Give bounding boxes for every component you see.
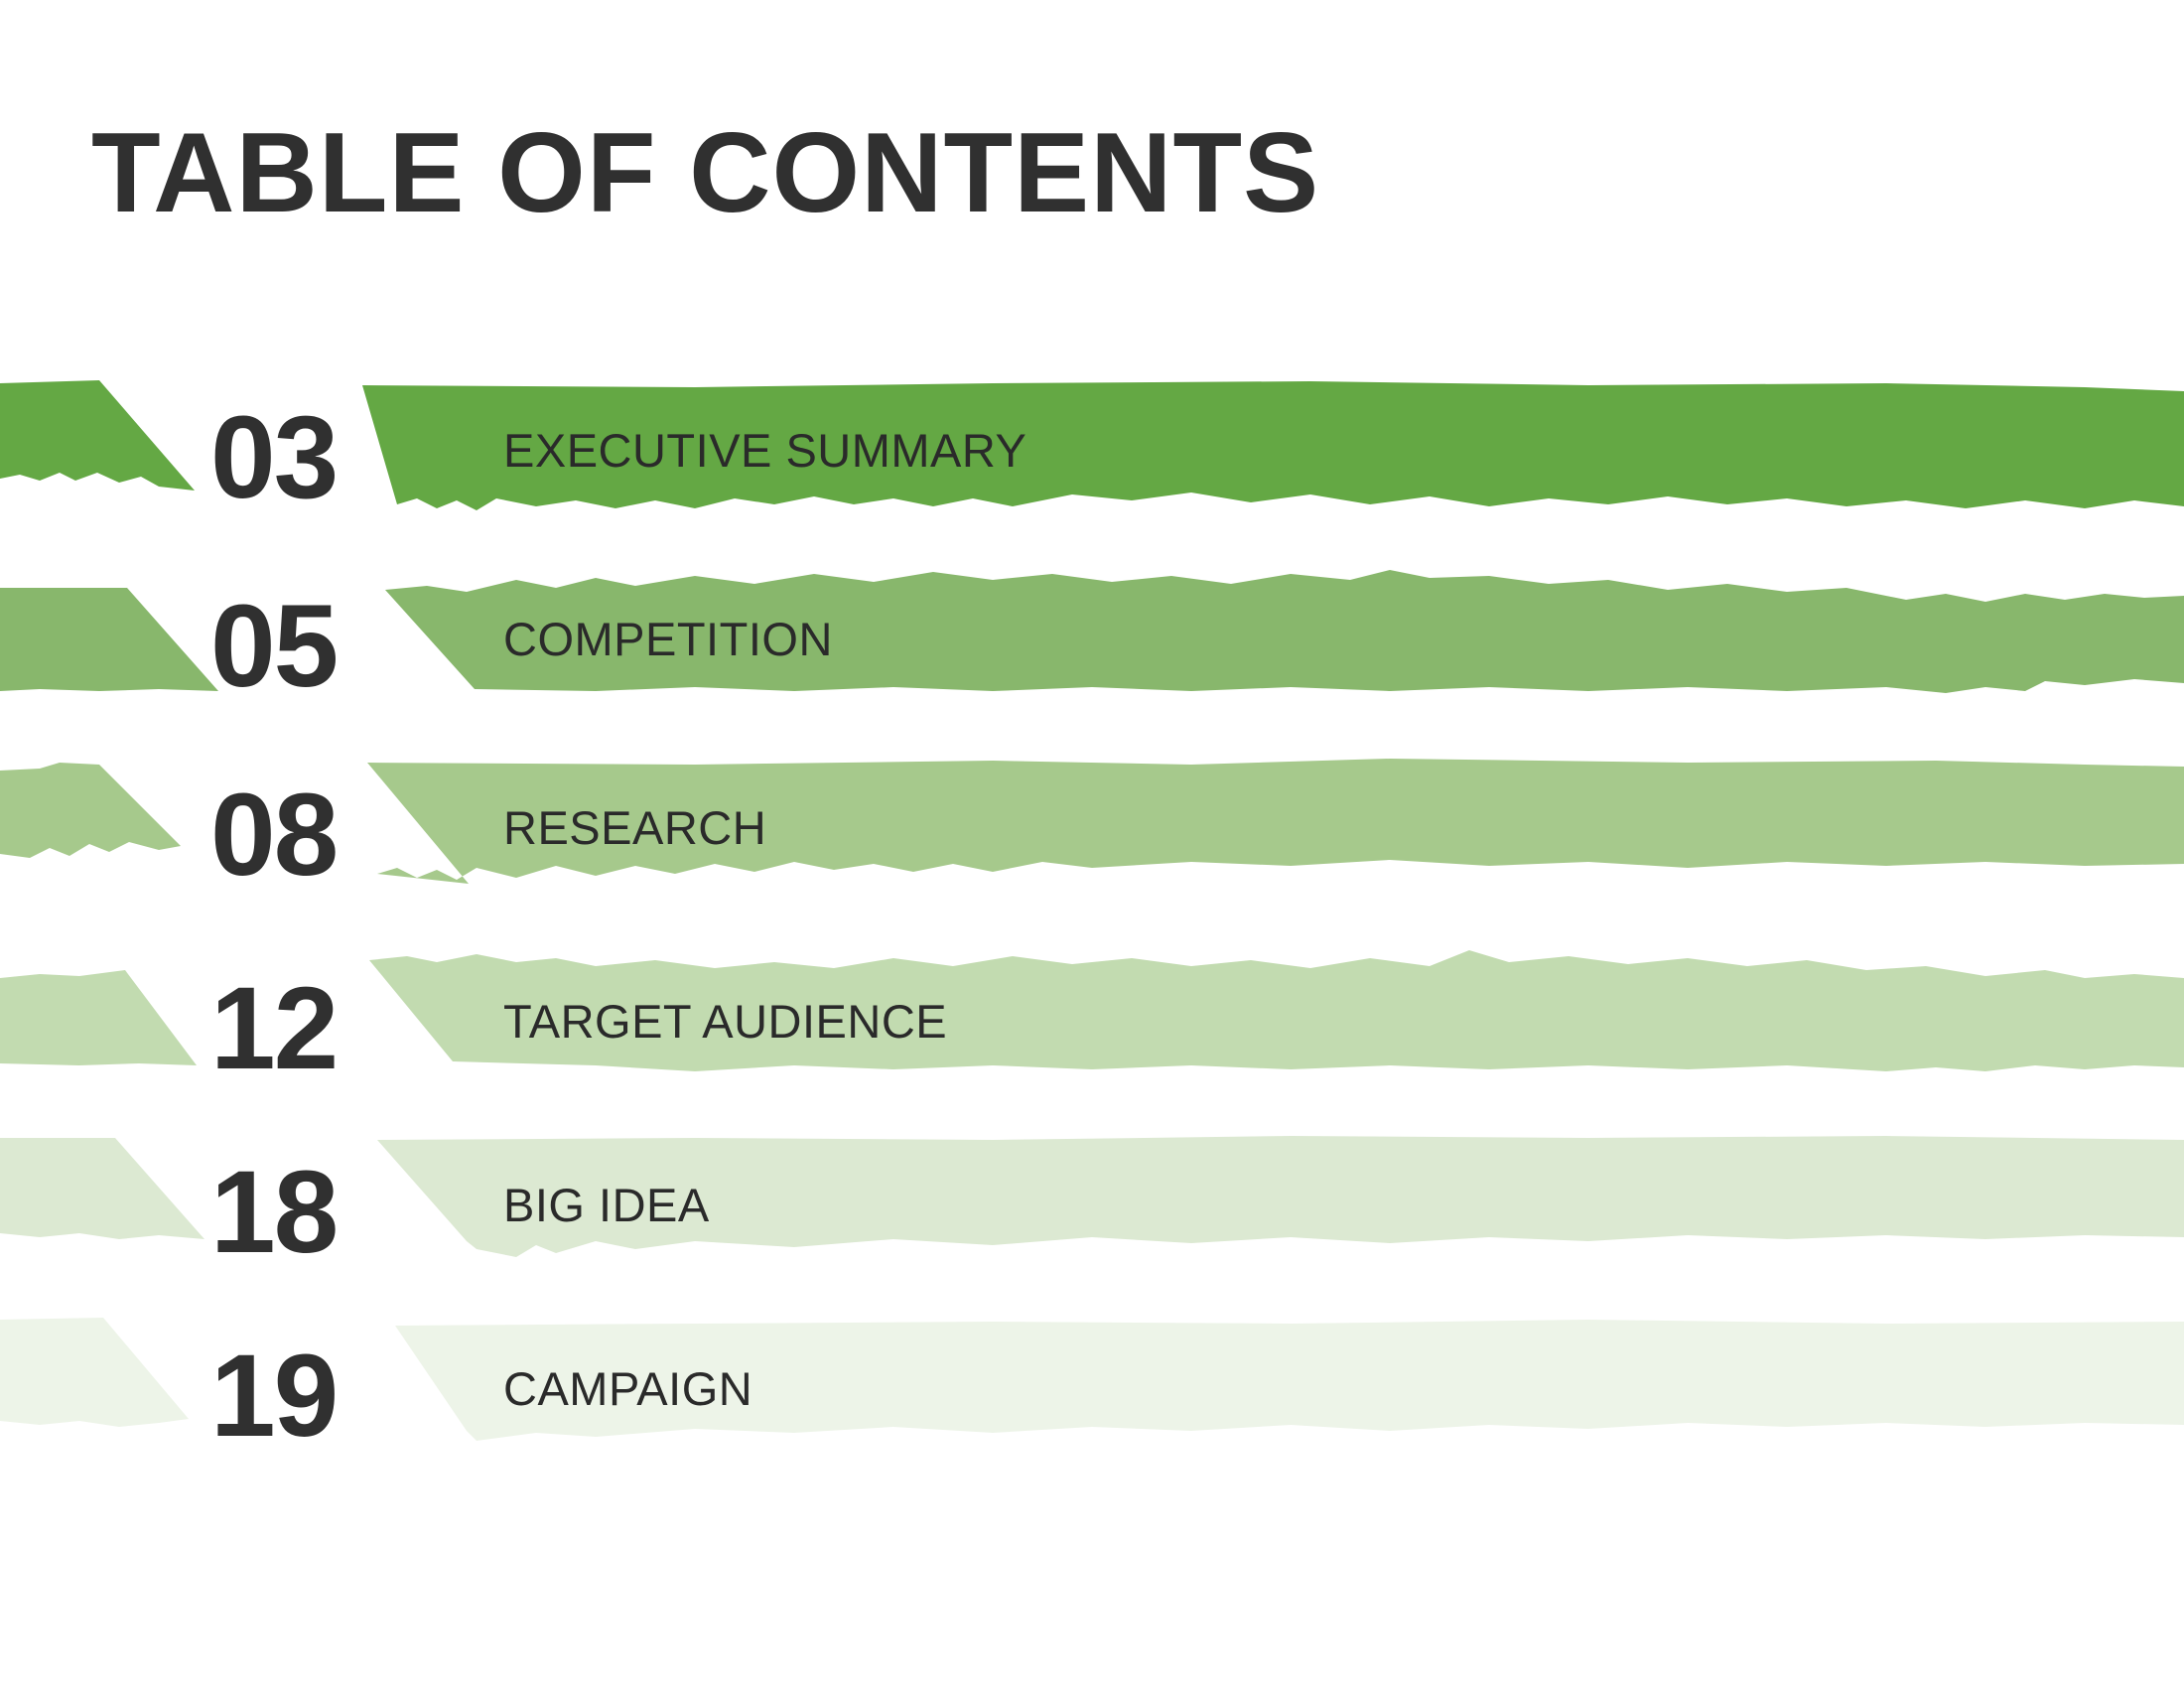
toc-page-number: 18 bbox=[210, 1147, 339, 1278]
toc-entry-label: EXECUTIVE SUMMARY bbox=[503, 424, 1027, 477]
brush-stripe-left bbox=[0, 1318, 2184, 1441]
toc-entry-campaign[interactable]: 19 CAMPAIGN bbox=[0, 1316, 2184, 1465]
toc-page-number: 03 bbox=[210, 392, 339, 523]
toc-entry-label: RESEARCH bbox=[503, 801, 767, 854]
brush-stripe-left bbox=[0, 759, 2184, 884]
toc-entry-label: COMPETITION bbox=[503, 613, 833, 665]
brush-stripe-left bbox=[0, 570, 2184, 693]
brush-stripe-right bbox=[377, 1136, 2184, 1257]
brush-stripe-right bbox=[362, 381, 2184, 510]
brush-stripe-right bbox=[395, 1320, 2184, 1441]
toc-page-number: 12 bbox=[210, 963, 339, 1094]
toc-page-number: 08 bbox=[210, 770, 339, 901]
brush-stripe-left bbox=[0, 1136, 2184, 1257]
brush-stripe-right bbox=[385, 570, 2184, 693]
page-title: TABLE OF CONTENTS bbox=[91, 110, 1320, 236]
toc-entry-executive-summary[interactable]: 03 EXECUTIVE SUMMARY bbox=[0, 377, 2184, 526]
toc-entry-big-idea[interactable]: 18 BIG IDEA bbox=[0, 1132, 2184, 1281]
toc-entry-label: BIG IDEA bbox=[503, 1179, 710, 1231]
toc-entry-research[interactable]: 08 RESEARCH bbox=[0, 755, 2184, 904]
brush-stripe-left bbox=[0, 380, 2184, 510]
brush-stripe-left bbox=[0, 950, 2184, 1071]
toc-page-number: 19 bbox=[210, 1331, 339, 1462]
toc-entry-label: TARGET AUDIENCE bbox=[503, 995, 948, 1048]
brush-stripe-right bbox=[367, 759, 2184, 884]
toc-page-number: 05 bbox=[210, 581, 339, 712]
brush-stripe-right bbox=[369, 950, 2184, 1071]
toc-entry-target-audience[interactable]: 12 TARGET AUDIENCE bbox=[0, 948, 2184, 1097]
toc-entry-competition[interactable]: 05 COMPETITION bbox=[0, 566, 2184, 715]
toc-entry-label: CAMPAIGN bbox=[503, 1362, 753, 1415]
